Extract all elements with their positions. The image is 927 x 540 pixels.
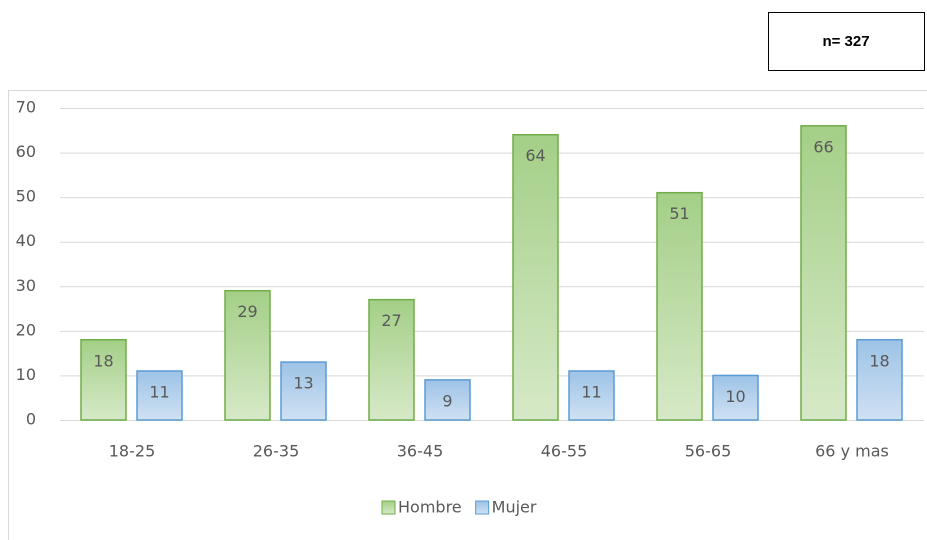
x-tick-label: 56-65 — [685, 442, 732, 461]
legend-label: Hombre — [398, 498, 462, 517]
x-tick-label: 46-55 — [541, 442, 588, 461]
data-label: 51 — [669, 204, 689, 223]
y-tick-label: 0 — [26, 410, 36, 429]
y-tick-label: 40 — [16, 231, 36, 250]
data-label: 18 — [93, 351, 113, 370]
bar — [224, 289, 271, 421]
legend-swatch — [475, 500, 490, 515]
x-tick-label: 18-25 — [109, 442, 156, 461]
annotation-box — [768, 12, 925, 71]
data-label: 11 — [581, 382, 601, 401]
bar — [80, 339, 127, 421]
data-label: 10 — [725, 387, 745, 406]
y-tick-label: 30 — [16, 276, 36, 295]
bar — [856, 339, 903, 421]
bar — [368, 298, 415, 421]
data-label: 29 — [237, 302, 257, 321]
bar — [712, 374, 759, 421]
data-label: 11 — [149, 382, 169, 401]
y-tick-label: 60 — [16, 142, 36, 161]
chart-frame — [8, 90, 927, 540]
data-label: 13 — [293, 374, 313, 393]
x-tick-label: 26-35 — [253, 442, 300, 461]
y-tick-label: 50 — [16, 187, 36, 206]
data-label: 64 — [525, 146, 545, 165]
y-tick-label: 70 — [16, 98, 36, 117]
bar — [424, 379, 471, 421]
data-label: 27 — [381, 311, 401, 330]
bar — [280, 361, 327, 421]
legend-label: Mujer — [492, 498, 537, 517]
annotation: n= 327 — [822, 33, 869, 50]
y-tick-label: 10 — [16, 365, 36, 384]
bar — [512, 133, 559, 421]
x-tick-label: 66 y mas — [815, 442, 889, 461]
bar — [656, 191, 703, 421]
x-tick-label: 36-45 — [397, 442, 444, 461]
y-tick-label: 20 — [16, 320, 36, 339]
data-label: 9 — [442, 391, 452, 410]
legend-swatch — [381, 500, 396, 515]
data-label: 18 — [869, 351, 889, 370]
data-label: 66 — [813, 137, 833, 156]
bar — [136, 370, 183, 421]
bar — [800, 125, 847, 421]
bar — [568, 370, 615, 421]
